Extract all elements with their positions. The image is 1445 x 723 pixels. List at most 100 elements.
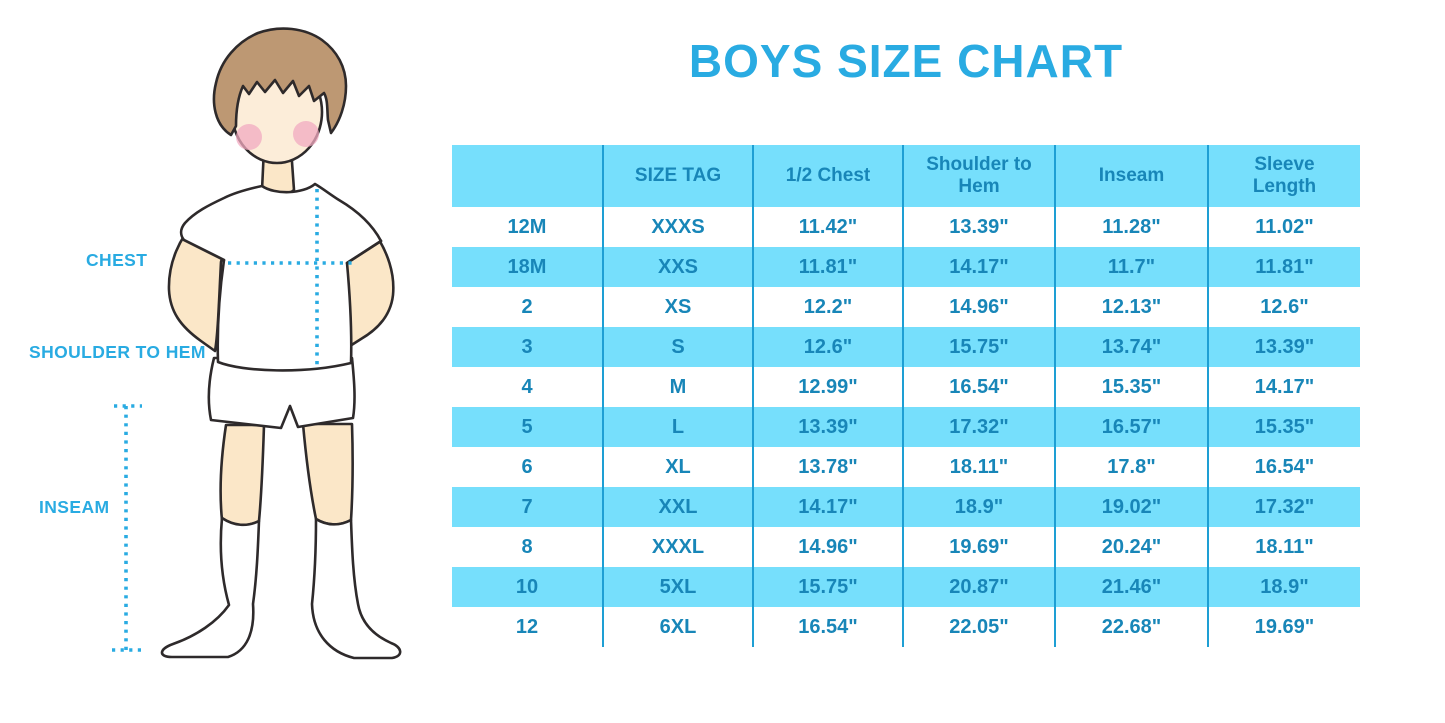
right-sleeve-hem [345,239,383,265]
header-shoulder-to-hem: Shoulder to Hem [903,145,1056,207]
table-cell: 14.17" [753,487,904,527]
table-cell: 16.54" [903,367,1056,407]
table-cell: 13.78" [753,447,904,487]
right-leg [301,422,354,526]
table-cell: 13.39" [753,407,904,447]
table-cell: 18M [452,247,604,287]
boy-illustration [112,27,402,660]
table-cell: XXL [603,487,754,527]
table-cell: XL [603,447,754,487]
table-cell: 11.81" [753,247,904,287]
table-cell: L [603,407,754,447]
table-cell: 19.69" [903,527,1056,567]
chest-label: CHEST [86,250,148,270]
table-cell: 6XL [603,607,754,647]
table-cell: 15.75" [903,327,1056,367]
table-row: 4 M 12.99" 16.54" 15.35" 14.17" [452,367,1360,407]
table-cell: 10 [452,567,604,607]
size-table: SIZE TAG 1/2 Chest Shoulder to Hem Insea… [452,145,1360,647]
table-cell: XXXS [603,207,754,247]
table-row: 5 L 13.39" 17.32" 16.57" 15.35" [452,407,1360,447]
table-cell: 17.32" [1208,487,1360,527]
table-cell: 22.68" [1055,607,1209,647]
header-sleeve-length: Sleeve Length [1208,145,1360,207]
table-cell: 16.54" [1254,455,1315,478]
table-cell: XXXL [603,527,754,567]
left-sleeve-hem [182,238,226,262]
table-cell: 5XL [603,567,754,607]
table-cell: 16.57" [1055,407,1209,447]
table-cell: 14.96" [753,527,904,567]
table-cell: 6 [452,447,604,487]
table-row: 18M XXS 11.81" 14.17" 11.7" 11.81" [452,247,1360,287]
table-cell: 12.6" [753,327,904,367]
table-cell: 16.54" [753,607,904,647]
table-cell: 12.2" [753,287,904,327]
shoulder-to-hem-label: SHOULDER TO HEM [29,342,206,362]
table-row: 6 XL 13.78" 18.11" 17.8" 16.54" [452,447,1360,487]
page-title: BOYS SIZE CHART [688,35,1124,87]
left-leg [219,423,266,527]
t-shirt [179,182,383,372]
table-cell: 14.96" [903,287,1056,327]
header-size-tag: SIZE TAG [603,145,754,207]
table-row: 7 XXL 14.17" 18.9" 19.02" 17.32" [452,487,1360,527]
table-cell: 11.28" [1055,207,1209,247]
header-inseam: Inseam [1055,145,1209,207]
table-cell: 18.11" [1255,535,1314,558]
table-cell: 4 [452,367,604,407]
table-cell: 22.05" [903,607,1056,647]
table-row: 10 5XL 15.75" 20.87" 21.46" 18.9" [452,567,1360,607]
table-cell: XS [603,287,754,327]
cheeks [236,121,319,150]
table-cell: 15.35" [1055,367,1209,407]
table-cell: XXS [603,247,754,287]
inseam-label: INSEAM [39,497,110,517]
table-cell: 13.74" [1055,327,1209,367]
table-row: 12M XXXS 11.42" 13.39" 11.28" 11.02" [452,207,1360,247]
table-cell: 11.42" [753,207,904,247]
table-cell: 15.75" [753,567,904,607]
table-row: 8 XXXL 14.96" 19.69" 20.24" 18.11" [452,527,1360,567]
table-cell: 15.35" [1208,407,1360,447]
left-sock [160,516,261,659]
table-cell: 18.11" [903,447,1056,487]
table-cell: 18.9" [1208,567,1360,607]
table-cell: 12.13" [1055,287,1209,327]
table-cell: 14.17" [1254,375,1315,398]
hair [212,27,348,137]
table-cell: 12.99" [753,367,904,407]
table-cell: 12 [452,607,604,647]
size-table-container: SIZE TAG 1/2 Chest Shoulder to Hem Insea… [452,145,1360,647]
table-cell: 17.32" [903,407,1056,447]
table-cell: 5 [452,407,604,447]
table-cell: 13.39" [1208,327,1360,367]
table-cell: 11.7" [1055,247,1209,287]
table-cell: 11.81" [1208,247,1360,287]
table-cell: 12M [452,207,604,247]
table-cell: 2 [452,287,604,327]
table-cell: 3 [452,327,604,367]
right-sock [310,517,402,660]
table-cell: 21.46" [1055,567,1209,607]
table-cell: 20.24" [1055,527,1209,567]
table-cell: 20.87" [903,567,1056,607]
table-cell: 14.17" [903,247,1056,287]
table-cell: 12.6" [1260,295,1309,318]
shorts [207,356,356,430]
header-age-size [452,145,604,207]
table-cell: 7 [452,487,604,527]
table-cell: 11.02" [1255,215,1314,238]
table-cell: 18.9" [903,487,1056,527]
table-row: 12 6XL 16.54" 22.05" 22.68" 19.69" [452,607,1360,647]
table-cell: 17.8" [1055,447,1209,487]
table-row: 3 S 12.6" 15.75" 13.74" 13.39" [452,327,1360,367]
table-cell: 19.02" [1055,487,1209,527]
table-cell: S [603,327,754,367]
table-cell: 8 [452,527,604,567]
table-cell: M [603,367,754,407]
table-cell: 13.39" [903,207,1056,247]
header-half-chest: 1/2 Chest [753,145,904,207]
table-row: 2 XS 12.2" 14.96" 12.13" 12.6" [452,287,1360,327]
